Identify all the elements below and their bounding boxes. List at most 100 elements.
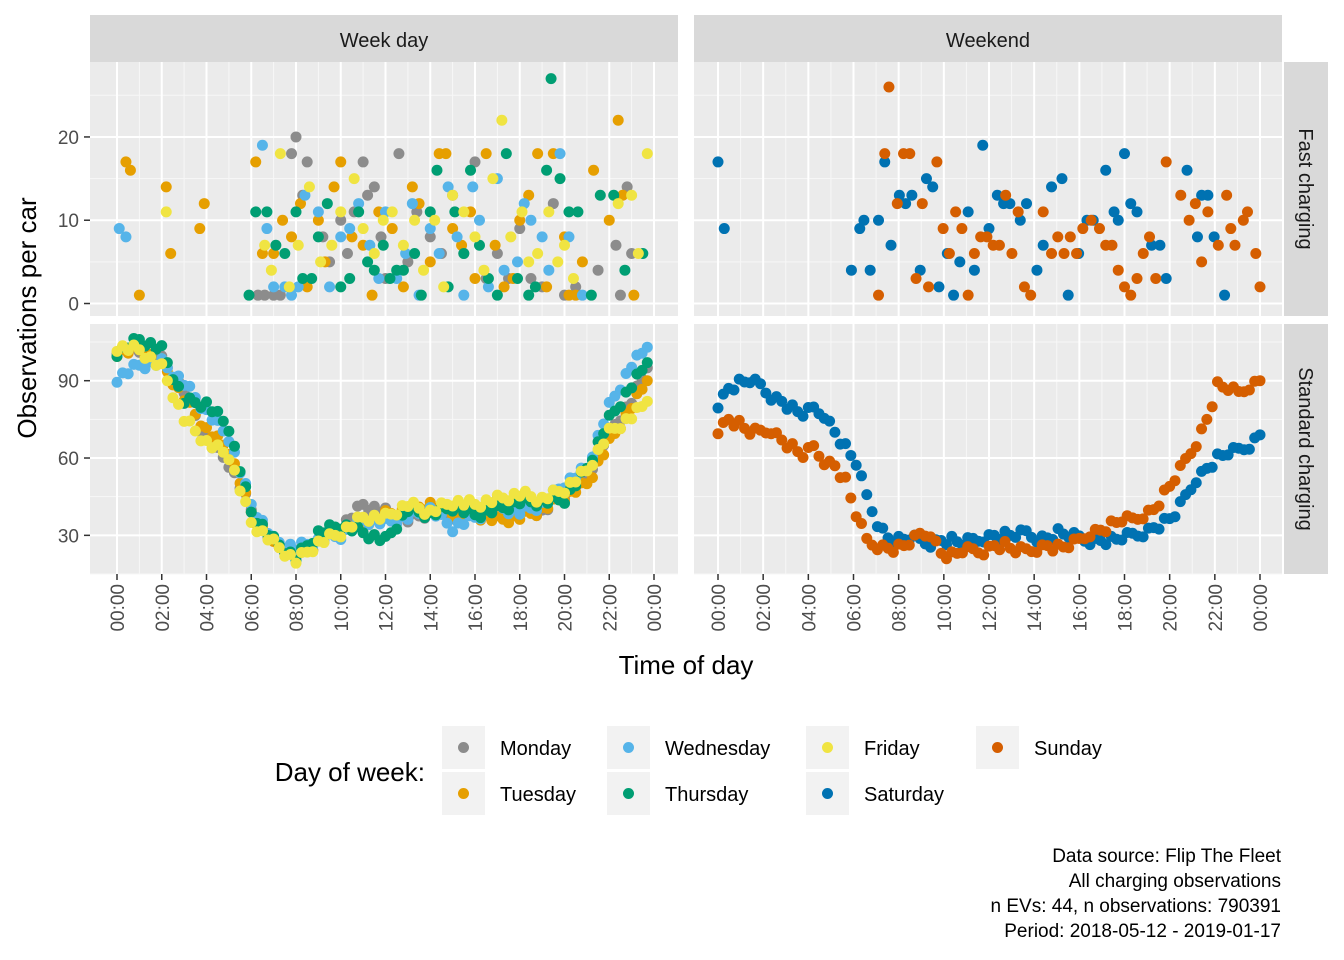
data-point-sunday <box>855 517 867 529</box>
data-point-sunday <box>1221 189 1233 201</box>
data-point-sunday <box>910 273 922 285</box>
data-point-wednesday <box>433 248 445 260</box>
data-point-thursday <box>223 425 235 437</box>
data-point-monday <box>341 248 353 260</box>
legend-label: Thursday <box>665 784 748 806</box>
x-tick-label: 04:00 <box>198 584 219 632</box>
y-tick-label: 10 <box>58 211 79 232</box>
data-point-friday <box>612 198 624 210</box>
data-point-friday <box>173 398 185 410</box>
x-tick-label: 02:00 <box>153 584 174 632</box>
legend-key-dot <box>822 742 833 753</box>
data-point-sunday <box>1183 214 1195 226</box>
data-point-friday <box>430 506 442 518</box>
data-point-sunday <box>1018 281 1030 293</box>
data-point-tuesday <box>489 239 501 251</box>
data-point-thursday <box>465 164 477 176</box>
data-point-sunday <box>733 414 745 426</box>
data-point-thursday <box>572 206 584 218</box>
data-point-thursday <box>384 273 396 285</box>
data-point-sunday <box>887 546 899 558</box>
data-point-thursday <box>312 231 324 243</box>
x-tick-label: 16:00 <box>1070 584 1091 632</box>
data-point-sunday <box>813 450 825 462</box>
data-point-monday <box>274 289 286 301</box>
data-point-thursday <box>594 189 606 201</box>
data-point-thursday <box>368 264 380 276</box>
data-point-monday <box>411 206 423 218</box>
legend-key-dot <box>458 788 469 799</box>
data-point-saturday <box>1031 264 1043 276</box>
legend-title: Day of week: <box>275 757 425 787</box>
data-point-friday <box>223 454 235 466</box>
data-point-saturday <box>885 239 897 251</box>
data-point-saturday <box>914 264 926 276</box>
column-strip-label: Week day <box>340 30 429 52</box>
data-point-friday <box>598 438 610 450</box>
data-point-saturday <box>1208 231 1220 243</box>
legend-label: Monday <box>500 738 571 760</box>
data-point-friday <box>503 495 515 507</box>
data-point-sunday <box>1212 239 1224 251</box>
data-point-monday <box>259 289 271 301</box>
data-point-sunday <box>1202 206 1214 218</box>
data-point-tuesday <box>456 239 468 251</box>
data-point-tuesday <box>541 281 553 293</box>
data-point-tuesday <box>617 189 629 201</box>
data-point-sunday <box>1137 513 1149 525</box>
data-point-wednesday <box>324 281 336 293</box>
data-point-sunday <box>937 223 949 235</box>
data-point-friday <box>265 264 277 276</box>
data-point-wednesday <box>536 231 548 243</box>
data-point-thursday <box>321 198 333 210</box>
data-point-sunday <box>1006 248 1018 260</box>
data-point-wednesday <box>447 526 459 538</box>
data-point-tuesday <box>301 281 313 293</box>
data-point-sunday <box>950 206 962 218</box>
data-point-friday <box>475 501 487 513</box>
data-point-wednesday <box>498 264 510 276</box>
data-point-friday <box>368 248 380 260</box>
data-point-saturday <box>1100 164 1112 176</box>
data-point-sunday <box>1037 206 1049 218</box>
data-point-tuesday <box>603 214 615 226</box>
data-point-tuesday <box>641 375 653 387</box>
data-point-thursday <box>503 504 515 516</box>
data-point-saturday <box>1219 289 1231 301</box>
data-point-saturday <box>1014 214 1026 226</box>
data-point-tuesday <box>424 256 436 268</box>
data-point-tuesday <box>268 248 280 260</box>
data-point-sunday <box>1000 189 1012 201</box>
data-point-wednesday <box>406 198 418 210</box>
data-point-monday <box>514 223 526 235</box>
data-point-wednesday <box>514 508 526 520</box>
data-point-thursday <box>626 382 638 394</box>
data-point-tuesday <box>514 214 526 226</box>
data-point-sunday <box>1106 239 1118 251</box>
data-point-thursday <box>335 281 347 293</box>
x-tick-label: 10:00 <box>935 584 956 632</box>
data-point-saturday <box>1112 214 1124 226</box>
data-point-friday <box>386 206 398 218</box>
data-point-tuesday <box>335 156 347 168</box>
data-point-friday <box>586 459 598 471</box>
data-point-friday <box>228 464 240 476</box>
data-point-sunday <box>1063 542 1075 554</box>
data-point-saturday <box>712 156 724 168</box>
data-point-thursday <box>554 173 566 185</box>
data-point-saturday <box>718 223 730 235</box>
data-point-friday <box>516 206 528 218</box>
x-tick-label: 10:00 <box>332 584 353 632</box>
data-point-saturday <box>1056 173 1068 185</box>
caption-line-3: n EVs: 44, n observations: 790391 <box>991 896 1281 917</box>
data-point-thursday <box>614 401 626 413</box>
data-point-thursday <box>306 273 318 285</box>
data-point-friday <box>626 413 638 425</box>
data-point-sunday <box>786 438 798 450</box>
data-point-sunday <box>1225 223 1237 235</box>
data-point-wednesday <box>120 231 132 243</box>
x-tick-label: 08:00 <box>890 584 911 632</box>
data-point-friday <box>532 248 544 260</box>
caption-line-1: Data source: Flip The Fleet <box>1052 846 1282 867</box>
data-point-sunday <box>923 281 935 293</box>
